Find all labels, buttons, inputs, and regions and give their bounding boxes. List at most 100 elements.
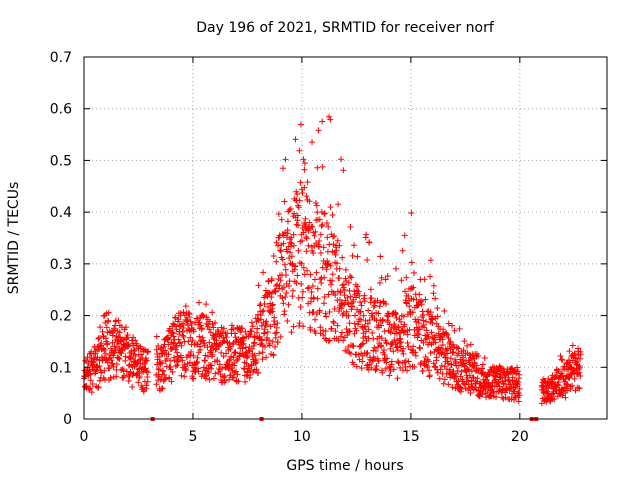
data-point xyxy=(383,359,390,366)
data-point xyxy=(195,368,202,375)
data-point xyxy=(190,352,197,359)
data-point xyxy=(483,394,490,401)
data-point xyxy=(554,393,561,400)
data-point xyxy=(295,222,302,229)
data-point xyxy=(98,340,105,347)
data-point xyxy=(105,309,112,316)
data-point xyxy=(577,355,584,362)
data-point xyxy=(289,287,296,294)
data-point xyxy=(379,316,386,323)
data-point xyxy=(436,375,443,382)
data-point xyxy=(276,282,283,289)
data-point xyxy=(445,360,452,367)
data-point xyxy=(347,350,354,357)
data-point xyxy=(274,339,281,346)
data-point xyxy=(226,356,233,363)
data-point xyxy=(386,364,393,371)
data-point xyxy=(336,265,343,272)
data-point xyxy=(415,316,422,323)
data-point xyxy=(113,361,120,368)
data-point xyxy=(193,340,200,347)
data-point xyxy=(432,295,439,302)
data-point xyxy=(244,368,251,375)
data-point xyxy=(348,274,355,281)
data-point xyxy=(368,364,375,371)
data-point xyxy=(172,363,179,370)
data-point xyxy=(143,382,150,389)
data-point xyxy=(95,384,102,391)
data-point xyxy=(334,237,341,244)
data-point xyxy=(420,311,427,318)
data-point xyxy=(516,385,523,392)
data-point xyxy=(248,328,255,335)
data-point xyxy=(336,275,343,282)
data-point xyxy=(105,317,112,324)
data-point xyxy=(298,260,305,267)
data-point xyxy=(301,184,308,191)
data-point xyxy=(363,231,370,238)
data-point xyxy=(116,329,123,336)
data-point xyxy=(190,328,197,335)
data-point xyxy=(515,398,522,405)
data-point xyxy=(115,340,122,347)
data-point xyxy=(429,316,436,323)
data-point xyxy=(319,221,326,228)
data-point xyxy=(364,256,371,263)
data-point xyxy=(410,269,417,276)
data-point xyxy=(307,271,314,278)
data-point xyxy=(455,362,462,369)
data-point xyxy=(197,346,204,353)
data-point xyxy=(279,256,286,263)
data-point xyxy=(272,289,279,296)
data-point xyxy=(261,343,268,350)
data-point xyxy=(402,357,409,364)
data-point xyxy=(402,288,409,295)
data-point xyxy=(242,328,249,335)
data-point xyxy=(223,334,230,341)
data-point xyxy=(480,369,487,376)
data-point xyxy=(563,380,570,387)
y-tick-labels: 0 0.1 0.2 0.3 0.4 0.5 0.6 0.7 xyxy=(50,50,72,428)
data-point xyxy=(284,248,291,255)
data-point xyxy=(277,247,284,254)
data-point xyxy=(290,231,297,238)
data-point xyxy=(378,274,385,281)
data-point xyxy=(303,193,310,200)
data-point xyxy=(576,369,583,376)
data-point xyxy=(333,247,340,254)
data-point xyxy=(349,342,356,349)
data-point xyxy=(101,346,108,353)
data-point xyxy=(423,318,430,325)
data-point xyxy=(87,385,94,392)
data-point xyxy=(278,216,285,223)
data-point xyxy=(356,292,363,299)
data-point xyxy=(577,351,584,358)
data-point xyxy=(439,342,446,349)
data-point xyxy=(371,344,378,351)
data-point xyxy=(425,358,432,365)
data-point xyxy=(166,374,173,381)
data-point xyxy=(358,341,365,348)
data-point xyxy=(180,324,187,331)
data-point xyxy=(271,321,278,328)
data-point xyxy=(299,189,306,196)
data-point xyxy=(304,179,311,186)
data-point xyxy=(285,282,292,289)
data-point xyxy=(95,335,102,342)
data-point xyxy=(235,378,242,385)
data-point xyxy=(376,303,383,310)
data-point xyxy=(288,329,295,336)
data-point xyxy=(282,294,289,301)
data-point xyxy=(284,218,291,225)
data-point xyxy=(479,361,486,368)
data-point xyxy=(332,328,339,335)
data-point xyxy=(559,357,566,364)
data-point xyxy=(259,356,266,363)
data-point xyxy=(456,325,463,332)
data-point xyxy=(251,352,258,359)
data-point xyxy=(439,336,446,343)
data-point xyxy=(280,165,287,172)
data-point xyxy=(346,320,353,327)
data-point xyxy=(467,341,474,348)
data-point xyxy=(362,323,369,330)
